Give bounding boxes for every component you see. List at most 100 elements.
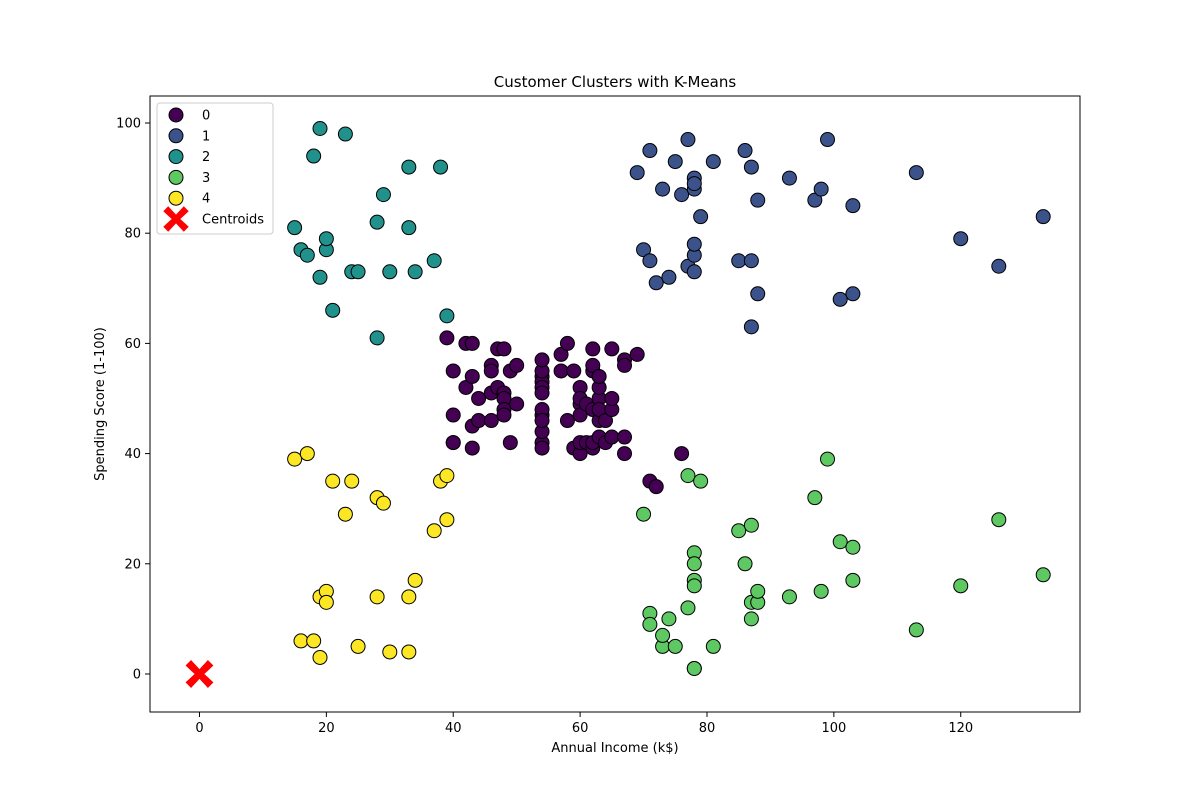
data-point xyxy=(496,407,512,423)
data-point xyxy=(686,176,702,192)
legend-label: 1 xyxy=(202,129,210,144)
data-point xyxy=(325,302,341,318)
data-point xyxy=(845,286,861,302)
plot-frame xyxy=(149,95,1081,713)
data-point xyxy=(464,368,480,384)
data-point xyxy=(382,644,398,660)
data-point xyxy=(604,341,620,357)
data-point xyxy=(813,181,829,197)
x-tick-label: 0 xyxy=(195,721,203,736)
data-point xyxy=(991,512,1007,528)
legend-marker xyxy=(168,107,184,123)
data-point xyxy=(604,390,620,406)
x-axis: 0 20 40 60 80 100 120 xyxy=(195,712,973,736)
data-point xyxy=(617,357,633,373)
data-point xyxy=(781,589,797,605)
data-point xyxy=(293,633,309,649)
data-point xyxy=(433,159,449,175)
data-point xyxy=(642,143,658,159)
data-point xyxy=(750,286,766,302)
data-point xyxy=(686,578,702,594)
data-point xyxy=(686,264,702,280)
data-point xyxy=(312,121,328,137)
legend-marker xyxy=(168,149,184,165)
legend-marker xyxy=(168,169,184,185)
data-point xyxy=(655,627,671,643)
legend-marker xyxy=(168,128,184,144)
data-point xyxy=(458,379,474,395)
data-point xyxy=(509,357,525,373)
legend-entry: 2 xyxy=(168,149,210,165)
data-point xyxy=(636,506,652,522)
data-point xyxy=(781,170,797,186)
data-point xyxy=(585,357,601,373)
data-point xyxy=(350,264,366,280)
data-point xyxy=(471,413,487,429)
data-point xyxy=(737,556,753,572)
data-point xyxy=(743,611,759,627)
data-point xyxy=(953,578,969,594)
x-axis-label: Annual Income (k$) xyxy=(551,741,678,756)
data-point xyxy=(369,330,385,346)
legend-label: Centroids xyxy=(202,213,264,228)
y-axis-label: Spending Score (1-100) xyxy=(93,327,108,481)
data-point xyxy=(686,660,702,676)
x-tick-label: 100 xyxy=(821,721,846,736)
data-point xyxy=(369,589,385,605)
data-point xyxy=(471,390,487,406)
data-point xyxy=(680,468,696,484)
legend-label: 0 xyxy=(202,109,210,124)
data-point xyxy=(693,473,709,489)
data-point xyxy=(401,644,417,660)
data-point xyxy=(306,633,322,649)
legend-entry: Centroids xyxy=(163,206,264,232)
data-point xyxy=(661,611,677,627)
data-point xyxy=(483,413,499,429)
data-point xyxy=(750,583,766,599)
data-point xyxy=(464,335,480,351)
legend-entry: 0 xyxy=(168,107,210,124)
series-cluster-4 xyxy=(287,446,455,665)
data-point xyxy=(642,616,658,632)
data-point xyxy=(401,220,417,236)
points-layer xyxy=(185,121,1051,688)
data-point xyxy=(445,407,461,423)
data-point xyxy=(426,253,442,269)
data-point xyxy=(553,346,569,362)
legend-label: 4 xyxy=(202,192,210,207)
legend-entry: 3 xyxy=(168,169,210,186)
data-point xyxy=(344,473,360,489)
data-point xyxy=(585,341,601,357)
data-point xyxy=(534,413,550,429)
data-point xyxy=(667,154,683,170)
data-point xyxy=(401,159,417,175)
data-point xyxy=(287,220,303,236)
data-point xyxy=(318,231,334,247)
data-point xyxy=(496,341,512,357)
data-point xyxy=(439,308,455,324)
data-point xyxy=(667,638,683,654)
data-point xyxy=(629,165,645,181)
y-tick-label: 20 xyxy=(124,557,141,572)
data-point xyxy=(820,132,836,148)
data-point xyxy=(559,335,575,351)
data-point xyxy=(464,440,480,456)
data-point xyxy=(686,236,702,252)
data-point xyxy=(908,165,924,181)
data-point xyxy=(572,407,588,423)
data-point xyxy=(908,622,924,638)
legend-marker xyxy=(168,190,184,206)
data-point xyxy=(674,187,690,203)
data-point xyxy=(629,346,645,362)
legend: 0 1 2 3 4 Centroids xyxy=(156,102,274,235)
data-point xyxy=(337,506,353,522)
data-point xyxy=(648,479,664,495)
legend-entry: 1 xyxy=(168,128,210,144)
data-point xyxy=(807,490,823,506)
x-tick-label: 80 xyxy=(699,721,716,736)
data-point xyxy=(661,269,677,285)
data-point xyxy=(350,638,366,654)
data-point xyxy=(1035,567,1051,583)
data-point xyxy=(299,247,315,263)
